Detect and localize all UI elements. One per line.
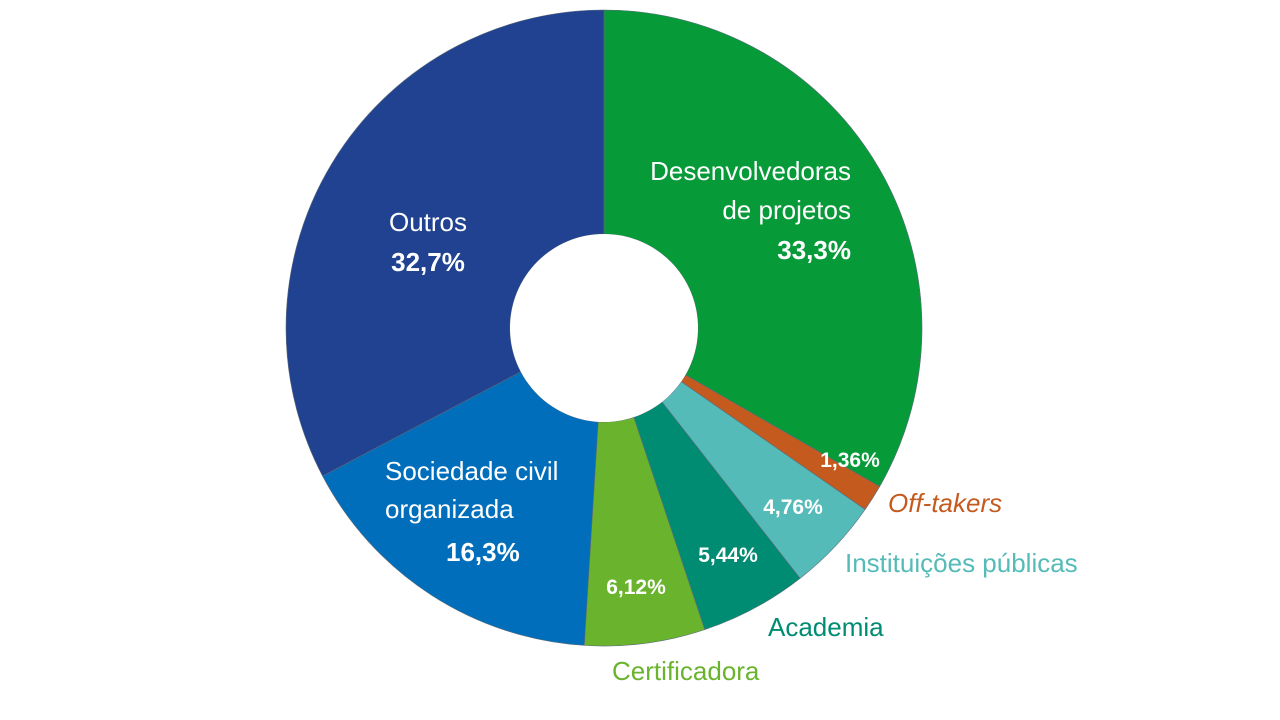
slice-value-outros: 32,7%: [391, 247, 465, 277]
slice-label-instituicoes: Instituições públicas: [845, 548, 1078, 578]
slice-value-certificadora: 6,12%: [606, 576, 666, 599]
slice-label-desenvolvedoras-line1: Desenvolvedoras: [650, 156, 851, 186]
slice-value-desenvolvedoras: 33,3%: [777, 235, 851, 265]
slice-value-sociedade: 16,3%: [446, 537, 520, 567]
slice-label-certificadora: Certificadora: [612, 656, 760, 686]
label-sociedade: Sociedade civil organizada 16,3%: [385, 456, 558, 567]
donut-slices: [285, 9, 923, 647]
label-outros: Outros 32,7%: [389, 207, 467, 277]
slice-label-sociedade-line2: organizada: [385, 494, 514, 524]
slice-label-sociedade-line1: Sociedade civil: [385, 456, 558, 486]
slice-value-off-takers: 1,36%: [820, 449, 880, 472]
slice-value-instituicoes: 4,76%: [763, 496, 823, 519]
slice-label-academia: Academia: [768, 612, 884, 642]
slice-label-outros: Outros: [389, 207, 467, 237]
slice-label-off-takers: Off-takers: [888, 488, 1002, 518]
donut-hole: [510, 234, 698, 422]
slice-label-desenvolvedoras-line2: de projetos: [722, 195, 851, 225]
slice-value-academia: 5,44%: [698, 544, 758, 567]
label-desenvolvedoras: Desenvolvedoras de projetos 33,3%: [650, 156, 851, 265]
